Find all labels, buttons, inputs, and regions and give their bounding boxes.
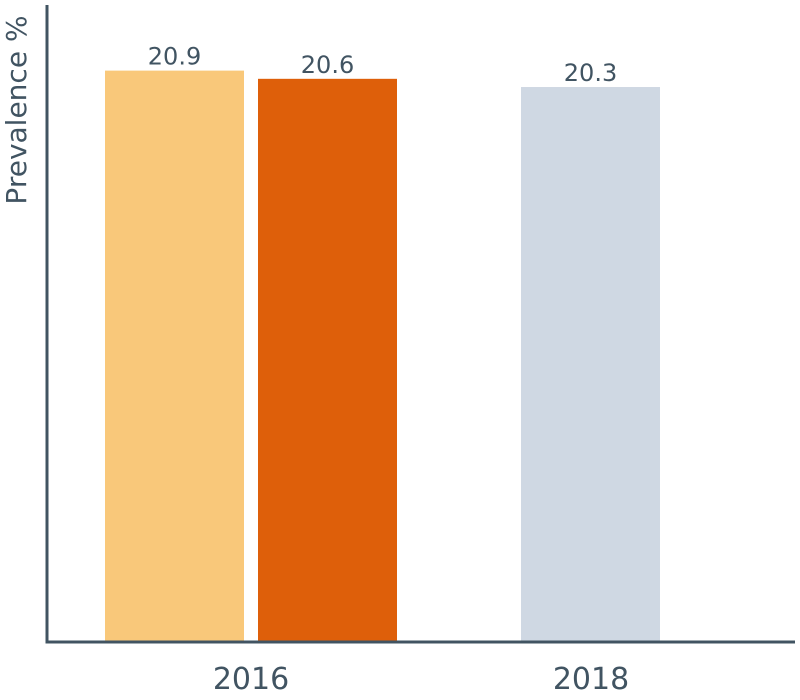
y-axis-label: Prevalence % (0, 15, 33, 204)
x-tick-label-2018: 2018 (553, 662, 629, 697)
bars (105, 70, 660, 643)
value-label-3: 20.3 (564, 59, 617, 87)
bar-2018-3 (521, 87, 660, 643)
bar-2016-2 (258, 78, 397, 643)
value-label-2: 20.6 (301, 51, 354, 79)
bar-2016-1 (105, 70, 244, 643)
value-label-1: 20.9 (148, 43, 201, 71)
value-labels: 20.9 20.6 20.3 (148, 43, 617, 87)
x-tick-label-2016: 2016 (213, 662, 289, 697)
